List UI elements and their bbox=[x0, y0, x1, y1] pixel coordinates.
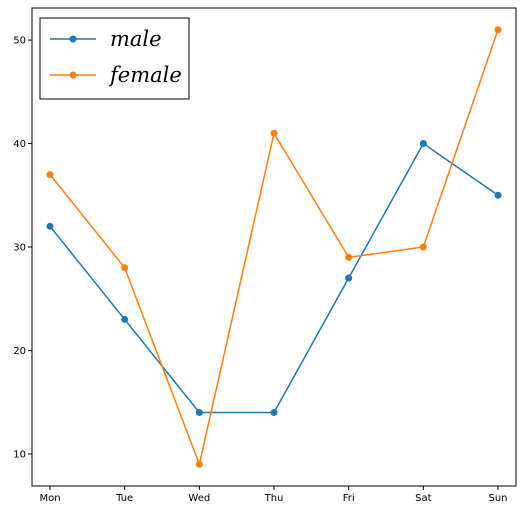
x-axis-ticks: Mon Tue Wed Thu Fri Sat Sun bbox=[39, 486, 508, 504]
data-point-female bbox=[494, 26, 502, 34]
y-tick-label: 40 bbox=[13, 139, 26, 150]
x-tick-label: Fri bbox=[343, 493, 355, 504]
legend-marker-male bbox=[69, 35, 77, 43]
y-tick-label: 10 bbox=[13, 449, 26, 460]
y-tick-label: 50 bbox=[13, 36, 26, 47]
x-tick-label: Tue bbox=[115, 493, 133, 504]
x-tick-label: Sun bbox=[488, 493, 507, 504]
legend-marker-female bbox=[69, 71, 77, 79]
x-tick-label: Mon bbox=[39, 493, 60, 504]
series-layer bbox=[46, 26, 502, 468]
data-point-female bbox=[419, 243, 427, 251]
y-tick-label: 30 bbox=[13, 243, 26, 254]
legend-label-female: female bbox=[108, 63, 182, 87]
y-tick-label: 20 bbox=[13, 346, 26, 357]
data-point-male bbox=[121, 315, 129, 323]
legend-label-male: male bbox=[110, 27, 162, 51]
data-point-female bbox=[46, 171, 54, 179]
series-male bbox=[46, 140, 502, 417]
x-tick-label: Wed bbox=[188, 493, 210, 504]
series-line-male bbox=[49, 142, 499, 414]
data-point-female bbox=[345, 253, 353, 261]
data-point-male bbox=[46, 222, 54, 230]
data-point-male bbox=[345, 274, 353, 282]
data-point-male bbox=[494, 191, 502, 199]
data-point-male bbox=[419, 140, 427, 148]
legend-box bbox=[39, 17, 190, 100]
legend-items: male female bbox=[50, 27, 182, 87]
series-female bbox=[46, 26, 502, 468]
data-point-female bbox=[121, 264, 129, 272]
y-axis-ticks: 10 20 30 40 50 bbox=[13, 36, 32, 460]
x-tick-label: Thu bbox=[264, 493, 284, 504]
data-point-male bbox=[195, 409, 203, 417]
data-point-male bbox=[270, 409, 278, 417]
data-point-female bbox=[195, 460, 203, 468]
legend: male female bbox=[39, 17, 190, 100]
data-point-female bbox=[270, 129, 278, 137]
x-tick-label: Sat bbox=[415, 493, 431, 504]
